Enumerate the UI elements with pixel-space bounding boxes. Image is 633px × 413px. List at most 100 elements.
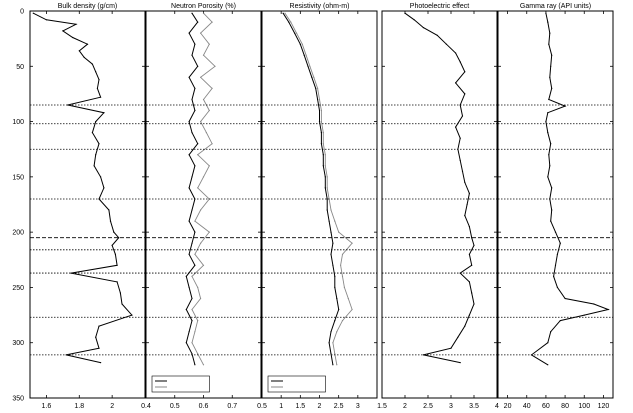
x-tick-label: 100 xyxy=(578,403,590,410)
data-point xyxy=(317,98,319,101)
x-tick-label: 1.5 xyxy=(295,403,305,410)
data-point xyxy=(464,71,466,73)
data-point xyxy=(284,12,286,14)
data-point xyxy=(185,308,187,311)
data-point xyxy=(78,50,80,52)
data-point xyxy=(194,331,196,333)
data-point xyxy=(459,61,461,63)
series-line xyxy=(33,12,133,364)
data-point xyxy=(211,87,213,89)
data-point xyxy=(550,65,552,67)
data-point xyxy=(464,215,466,217)
data-point xyxy=(332,242,334,244)
data-point xyxy=(464,325,466,327)
data-point xyxy=(341,253,344,255)
data-point xyxy=(551,209,553,211)
data-point xyxy=(315,87,317,89)
data-point xyxy=(191,98,193,101)
data-point xyxy=(75,23,77,25)
data-point xyxy=(188,154,190,156)
y-tick-label: 0 xyxy=(20,9,24,16)
data-point xyxy=(334,220,336,222)
data-point xyxy=(282,12,284,14)
data-point xyxy=(320,143,322,145)
data-point xyxy=(131,314,133,316)
data-point xyxy=(322,154,324,156)
data-point xyxy=(188,187,190,189)
data-point xyxy=(194,253,196,255)
data-point xyxy=(468,314,470,316)
data-point xyxy=(95,154,97,156)
data-point xyxy=(322,132,324,134)
data-point xyxy=(208,109,210,112)
data-point xyxy=(556,253,559,255)
data-point xyxy=(45,19,48,21)
data-point xyxy=(294,32,296,34)
data-point xyxy=(450,347,452,349)
x-tick-label: 2.5 xyxy=(334,403,344,410)
log-panels: Bulk density (g/cm) 1.6 1.8 2 Neutron Porosi… xyxy=(29,3,614,410)
data-point xyxy=(547,21,549,23)
data-point xyxy=(338,308,340,311)
x-tick-label: 4 xyxy=(495,403,499,410)
data-point xyxy=(116,264,118,266)
data-point xyxy=(336,364,338,366)
data-point xyxy=(320,132,322,134)
panel-2: Neutron Porosity (%) 0.4 0.5 0.6 0.7 xyxy=(141,3,262,410)
data-point xyxy=(98,347,100,349)
data-point xyxy=(422,354,424,356)
panel-title: Gamma ray (API units) xyxy=(520,3,591,10)
data-point xyxy=(334,275,336,277)
data-point xyxy=(468,226,470,228)
data-point xyxy=(320,121,322,123)
data-point xyxy=(547,132,549,134)
data-point xyxy=(547,364,549,366)
data-point xyxy=(202,54,205,56)
x-tick-label: 1.8 xyxy=(74,403,84,410)
data-point xyxy=(320,109,322,112)
y-tick-label: 50 xyxy=(16,64,24,71)
y-tick-label: 250 xyxy=(12,285,24,292)
data-point xyxy=(191,308,193,311)
data-point xyxy=(95,71,97,73)
data-point xyxy=(559,320,561,322)
data-point xyxy=(103,112,105,114)
data-point xyxy=(322,165,324,167)
data-point xyxy=(185,275,187,277)
x-tick-label: 60 xyxy=(542,403,550,410)
x-tick-label: 1 xyxy=(279,403,283,410)
data-point xyxy=(93,165,95,167)
x-tick-label: 2 xyxy=(318,403,322,410)
data-point xyxy=(119,292,121,294)
x-tick-label: 40 xyxy=(523,403,531,410)
data-point xyxy=(32,12,34,14)
data-point xyxy=(313,76,315,78)
x-tick-label: 3 xyxy=(449,403,453,410)
x-tick-label: 2 xyxy=(110,403,114,410)
data-point xyxy=(202,12,205,14)
data-point xyxy=(194,109,196,112)
data-point xyxy=(188,331,190,333)
data-point xyxy=(334,320,336,322)
data-point xyxy=(326,187,328,189)
data-point xyxy=(303,54,305,56)
x-tick-label: 0.5 xyxy=(257,403,267,410)
data-point xyxy=(211,21,213,23)
data-point xyxy=(191,132,193,134)
data-point xyxy=(191,242,193,244)
data-point xyxy=(404,12,406,14)
data-point xyxy=(194,165,196,167)
data-point xyxy=(194,231,196,233)
data-point xyxy=(343,286,345,288)
data-point xyxy=(593,303,595,305)
panel-4: Photoelectric effect 1.5 2 2.5 3 3.5 4 xyxy=(377,3,499,410)
data-point xyxy=(340,264,342,266)
data-point xyxy=(194,220,196,222)
data-point xyxy=(328,342,330,344)
data-point xyxy=(332,342,334,344)
panel-frame xyxy=(261,10,378,399)
data-point xyxy=(191,342,193,344)
data-point xyxy=(108,209,110,211)
data-point xyxy=(607,308,609,311)
data-point xyxy=(466,203,468,206)
